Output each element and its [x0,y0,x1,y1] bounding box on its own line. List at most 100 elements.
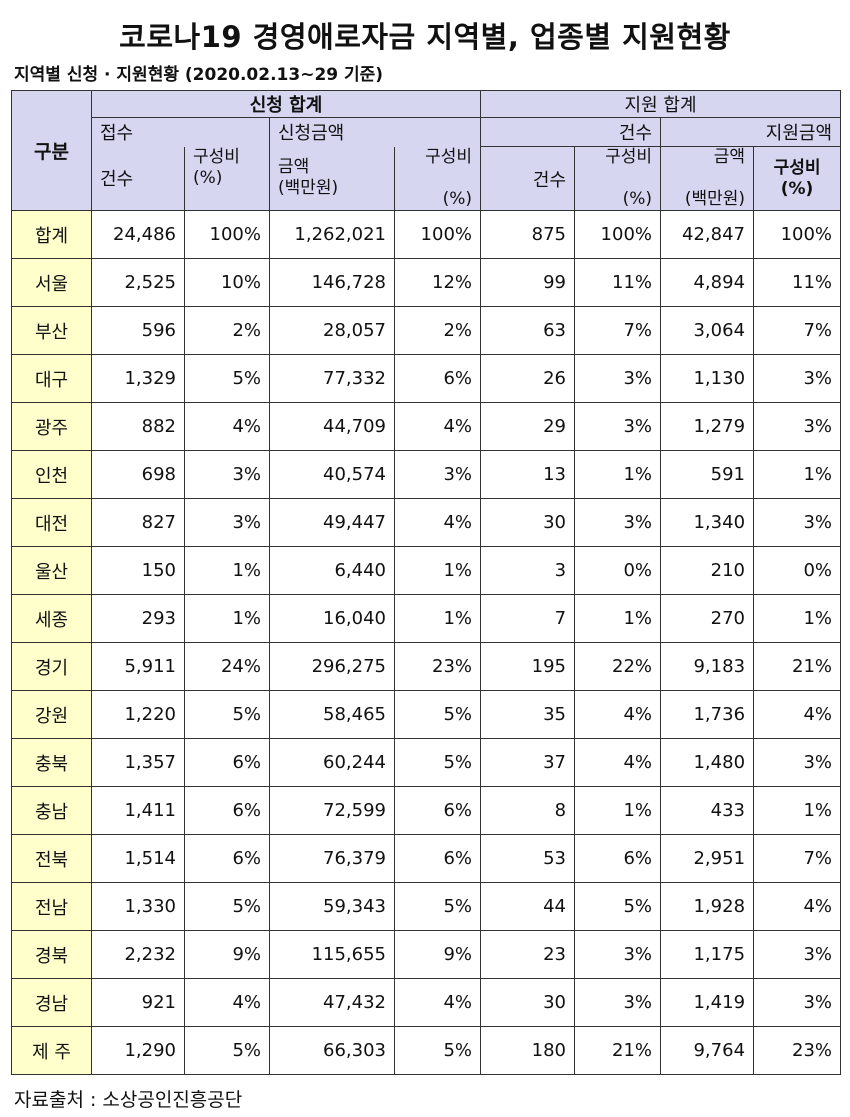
support-count-cell: 195 [480,642,576,691]
apply-count-cell: 827 [91,498,185,547]
apply-count-cell: 293 [91,594,185,643]
table-row: 경남 921 4% 47,432 4% 30 3% 1,419 3% [11,978,842,1027]
apply-count-cell: 1,514 [91,834,185,883]
apply-count-ratio-cell: 3% [184,498,270,547]
header-support-total: 지원 합계 [480,90,842,118]
support-count-ratio-cell: 11% [574,258,662,307]
apply-count-ratio-cell: 100% [184,210,270,259]
apply-amount-cell: 49,447 [269,498,395,547]
table-row: 제 주 1,290 5% 66,303 5% 180 21% 9,764 23% [11,1026,842,1075]
row-header-region: 인천 [11,450,92,499]
apply-amount-ratio-cell: 6% [393,354,482,403]
support-count-cell: 53 [480,834,576,883]
table-row: 전북 1,514 6% 76,379 6% 53 6% 2,951 7% [11,834,842,883]
table-row: 인천 698 3% 40,574 3% 13 1% 591 1% [11,450,842,499]
apply-count-ratio-cell: 3% [184,450,270,499]
apply-amount-ratio-cell: 6% [393,834,482,883]
apply-amount-cell: 146,728 [269,258,395,307]
header-col-amount-s-label: 금액 [713,147,746,167]
support-amount-ratio-cell: 1% [753,786,842,835]
apply-amount-ratio-cell: 100% [393,210,482,259]
support-amount-ratio-cell: 4% [753,882,842,931]
apply-count-ratio-cell: 5% [184,1026,270,1075]
support-count-ratio-cell: 3% [574,354,662,403]
apply-amount-ratio-cell: 5% [393,1026,482,1075]
apply-amount-cell: 44,709 [269,402,395,451]
support-amount-ratio-cell: 3% [753,354,842,403]
apply-amount-cell: 72,599 [269,786,395,835]
apply-amount-cell: 28,057 [269,306,395,355]
support-amount-ratio-cell: 3% [753,930,842,979]
header-col-amount-s: 금액 (백만원) [660,146,755,211]
apply-count-cell: 1,290 [91,1026,185,1075]
source-note: 자료출처 : 소상공인진흥공단 [14,1089,243,1111]
support-amount-ratio-cell: 4% [753,690,842,739]
apply-amount-cell: 58,465 [269,690,395,739]
row-header-region: 서울 [11,258,92,307]
apply-count-cell: 596 [91,306,185,355]
apply-count-cell: 1,329 [91,354,185,403]
table-row: 충남 1,411 6% 72,599 6% 8 1% 433 1% [11,786,842,835]
apply-count-ratio-cell: 6% [184,834,270,883]
support-amount-cell: 433 [660,786,755,835]
support-amount-cell: 1,130 [660,354,755,403]
table-row: 울산 150 1% 6,440 1% 3 0% 210 0% [11,546,842,595]
apply-count-cell: 2,525 [91,258,185,307]
support-count-cell: 35 [480,690,576,739]
header-col-ratio-c: 구성비 (%) [574,146,662,211]
support-amount-cell: 1,279 [660,402,755,451]
apply-amount-ratio-cell: 4% [393,402,482,451]
support-amount-cell: 1,419 [660,978,755,1027]
header-col-ratio-a-label: 구성비 [193,146,240,167]
support-amount-ratio-cell: 7% [753,306,842,355]
table-row: 강원 1,220 5% 58,465 5% 35 4% 1,736 4% [11,690,842,739]
apply-count-ratio-cell: 2% [184,306,270,355]
row-header-region: 합계 [11,210,92,259]
apply-amount-ratio-cell: 4% [393,498,482,547]
support-amount-cell: 42,847 [660,210,755,259]
apply-amount-ratio-cell: 23% [393,642,482,691]
row-header-region: 대전 [11,498,92,547]
header-apply-total: 신청 합계 [90,90,482,118]
apply-amount-cell: 296,275 [269,642,395,691]
apply-count-ratio-cell: 5% [184,690,270,739]
apply-count-cell: 24,486 [91,210,185,259]
support-count-ratio-cell: 1% [574,786,662,835]
support-amount-ratio-cell: 1% [753,450,842,499]
support-count-cell: 30 [480,498,576,547]
row-header-region: 대구 [11,354,92,403]
support-amount-ratio-cell: 7% [753,834,842,883]
support-amount-ratio-cell: 3% [753,402,842,451]
apply-amount-cell: 76,379 [269,834,395,883]
apply-amount-cell: 1,262,021 [269,210,395,259]
row-header-region: 전북 [11,834,92,883]
apply-amount-ratio-cell: 6% [393,786,482,835]
table-row: 부산 596 2% 28,057 2% 63 7% 3,064 7% [11,306,842,355]
support-amount-cell: 591 [660,450,755,499]
support-amount-cell: 3,064 [660,306,755,355]
header-col-ratio-d-unit: (%) [780,178,814,199]
header-col-count: 건수 [91,146,185,211]
support-count-cell: 29 [480,402,576,451]
apply-amount-ratio-cell: 5% [393,690,482,739]
apply-amount-cell: 115,655 [269,930,395,979]
header-apply-amount: 신청금액 [268,117,482,147]
apply-amount-ratio-cell: 4% [393,978,482,1027]
support-count-cell: 44 [480,882,576,931]
header-col-ratio-c-unit: (%) [622,189,653,209]
support-amount-cell: 1,928 [660,882,755,931]
header-col-ratio-d-label: 구성비 [773,157,821,178]
apply-count-ratio-cell: 1% [184,546,270,595]
support-amount-cell: 270 [660,594,755,643]
support-amount-ratio-cell: 3% [753,978,842,1027]
header-col-ratio-a: 구성비 (%) [184,146,270,211]
apply-amount-cell: 77,332 [269,354,395,403]
apply-amount-cell: 6,440 [269,546,395,595]
row-header-region: 전남 [11,882,92,931]
support-count-cell: 8 [480,786,576,835]
table-row: 합계 24,486 100% 1,262,021 100% 875 100% 42,847 10… [11,210,842,259]
table-row: 대전 827 3% 49,447 4% 30 3% 1,340 3% [11,498,842,547]
table-row: 경북 2,232 9% 115,655 9% 23 3% 1,175 3% [11,930,842,979]
header-col-ratio-b-label: 구성비 [425,146,473,167]
apply-amount-ratio-cell: 5% [393,882,482,931]
